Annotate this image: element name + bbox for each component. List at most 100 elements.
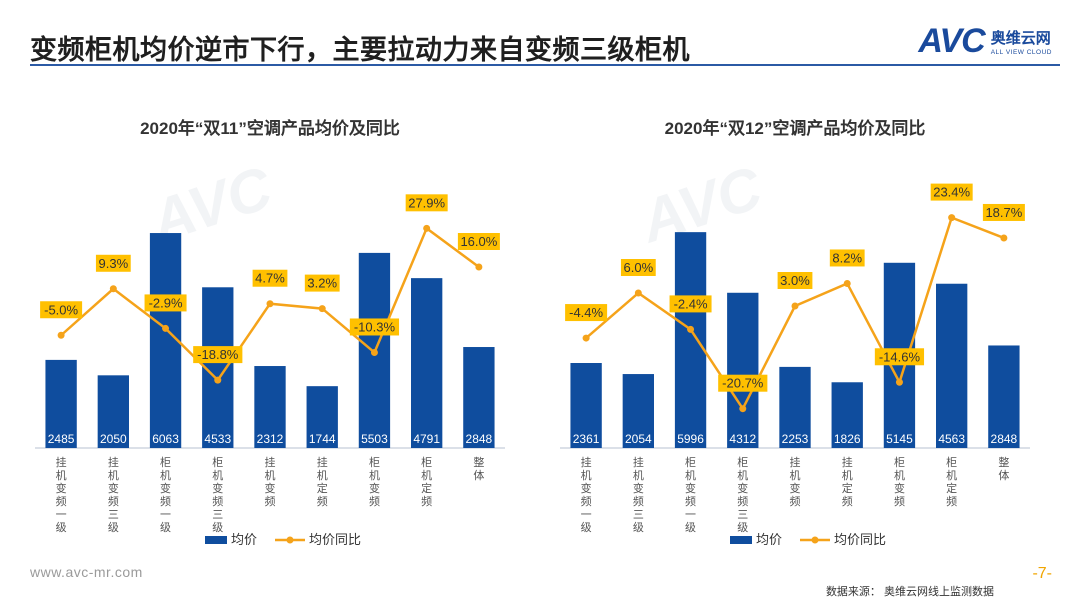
footer-url[interactable]: www.avc-mr.com	[30, 564, 143, 580]
yoy-label-bg	[829, 249, 865, 267]
chart-title: 2020年“双11”空调产品均价及同比	[140, 118, 400, 138]
yoy-label: 4.7%	[255, 271, 285, 286]
yoy-label: 16.0%	[460, 234, 497, 249]
yoy-label-bg	[144, 294, 187, 312]
yoy-point	[843, 279, 851, 287]
bar	[831, 382, 863, 448]
bar-value-label: 4312	[729, 432, 756, 446]
yoy-label: 23.4%	[933, 185, 970, 200]
yoy-label: -5.0%	[44, 302, 78, 317]
avc-logo: AVC 奥维云网 ALL VIEW CLOUD	[918, 22, 1052, 61]
bar	[570, 363, 602, 448]
x-tick-label: 挂机变频一级	[56, 455, 67, 534]
yoy-label-bg	[982, 203, 1025, 221]
yoy-label: 3.2%	[307, 276, 337, 291]
bar-value-label: 4563	[938, 432, 965, 446]
yoy-label: -18.8%	[197, 347, 239, 362]
yoy-point	[318, 305, 326, 313]
x-tick-label: 挂机变频一级	[581, 455, 592, 534]
bar-value-label: 1826	[834, 432, 861, 446]
x-tick-label: 挂机变频三级	[633, 455, 644, 534]
bar	[988, 345, 1020, 448]
chart-svg: 2020年“双12”空调产品均价及同比 2361 挂机变频一级 2054 挂机变频三级 5…	[560, 118, 1030, 548]
bar	[622, 374, 654, 448]
bar-value-label: 4791	[413, 432, 440, 446]
legend-line-label: 均价同比	[834, 533, 886, 548]
page-title: 变频柜机均价逆市下行，主要拉动力来自变频三级柜机	[30, 35, 690, 65]
yoy-label-bg	[565, 304, 608, 322]
bar	[463, 347, 495, 448]
x-tick-label: 挂机变频	[790, 455, 801, 508]
yoy-label-bg	[40, 301, 83, 319]
bar-value-label: 6063	[152, 432, 179, 446]
x-tick-label: 柜机变频三级	[212, 456, 223, 534]
bar	[779, 366, 811, 448]
yoy-label-bg	[930, 183, 973, 201]
yoy-point	[687, 325, 695, 333]
yoy-label: 8.2%	[832, 250, 862, 265]
bar	[254, 366, 286, 448]
bar-value-label: 2848	[466, 432, 493, 446]
bar-value-label: 1744	[309, 432, 336, 446]
yoy-label-bg	[405, 194, 448, 212]
logo-en-text: ALL VIEW CLOUD	[990, 49, 1052, 56]
yoy-point	[162, 324, 170, 332]
yoy-label: -10.3%	[354, 319, 396, 334]
yoy-label-bg	[304, 274, 340, 292]
bar	[306, 386, 338, 448]
legend-bar-swatch	[205, 536, 227, 544]
yoy-label: -20.7%	[722, 376, 764, 391]
yoy-point	[895, 378, 903, 386]
yoy-label-bg	[457, 233, 500, 250]
logo-mark: AVC	[918, 22, 985, 60]
yoy-label: -14.6%	[879, 349, 921, 364]
data-source: 数据来源： 奥维云网线上监测数据	[825, 586, 994, 598]
x-tick-label: 挂机定频	[842, 455, 853, 508]
yoy-label-bg	[620, 259, 656, 276]
bar-value-label: 2050	[100, 432, 127, 446]
legend-line-dot	[811, 536, 819, 544]
bar	[674, 232, 707, 448]
yoy-point	[423, 224, 431, 232]
legend-line-label: 均价同比	[309, 533, 361, 548]
yoy-label: -2.4%	[674, 296, 708, 311]
x-tick-label: 柜机变频	[894, 456, 905, 508]
yoy-label-bg	[874, 348, 925, 366]
bar	[727, 292, 759, 448]
bar-value-label: 2848	[991, 432, 1018, 446]
x-tick-label: 挂机变频三级	[108, 455, 119, 534]
yoy-label-bg	[777, 272, 813, 289]
logo-cn-text: 奥维云网	[990, 30, 1051, 47]
x-tick-label: 柜机变频一级	[685, 456, 696, 534]
yoy-point	[948, 214, 956, 222]
yoy-label-bg	[349, 318, 400, 336]
bar-value-label: 4533	[204, 432, 231, 446]
yoy-point	[582, 334, 590, 342]
x-tick-label: 柜机定频	[421, 456, 432, 508]
bar-value-label: 2485	[48, 432, 75, 446]
yoy-point	[791, 302, 799, 310]
legend-line-dot	[286, 536, 294, 544]
yoy-label-bg	[669, 295, 712, 313]
page-number: -7-	[1032, 565, 1052, 582]
yoy-label: 6.0%	[624, 260, 654, 275]
bar-value-label: 5996	[677, 432, 704, 446]
x-tick-label: 柜机变频	[369, 456, 380, 508]
bar-value-label: 2361	[573, 432, 600, 446]
bar	[45, 359, 77, 448]
bar	[411, 278, 443, 448]
yoy-point	[739, 405, 747, 413]
bar-value-label: 5145	[886, 432, 913, 446]
bar	[97, 375, 129, 448]
x-tick-label: 柜机变频一级	[160, 456, 171, 534]
header-divider	[30, 64, 1060, 66]
yoy-label: 3.0%	[780, 273, 810, 288]
bar	[202, 287, 234, 448]
yoy-label-bg	[252, 269, 288, 287]
yoy-point	[475, 263, 483, 271]
yoy-label-bg	[193, 346, 243, 364]
bar-value-label: 5503	[361, 432, 388, 446]
bar-value-label: 2054	[625, 432, 652, 446]
x-tick-label: 整体	[473, 455, 484, 482]
bar	[936, 283, 968, 448]
